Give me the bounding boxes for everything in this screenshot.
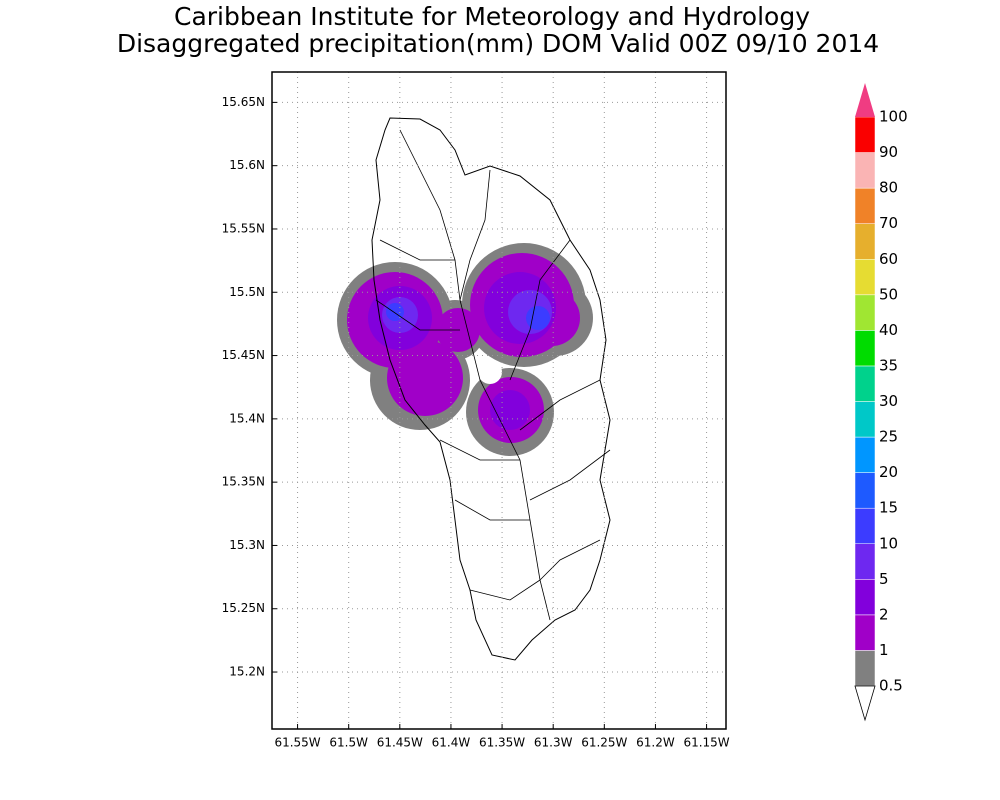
colorbar-segment <box>854 223 876 260</box>
colorbar-segment <box>854 436 876 473</box>
colorbar-label: 100 <box>879 108 908 126</box>
colorbar-segment <box>854 116 876 153</box>
y-tick-label: 15.5N <box>229 285 265 299</box>
colorbar-segment <box>854 294 876 331</box>
colorbar-label: 60 <box>879 250 898 268</box>
x-tick-label: 61.5W <box>329 736 368 750</box>
coastline <box>371 117 611 661</box>
colorbar-label: 5 <box>879 570 889 588</box>
x-tick-label: 61.4W <box>432 736 471 750</box>
colorbar-arrow-below <box>854 685 876 722</box>
x-tick-label: 61.2W <box>636 736 675 750</box>
x-tick-label: 61.35W <box>479 736 525 750</box>
colorbar-label: 80 <box>879 179 898 197</box>
y-tick-label: 15.6N <box>229 158 265 172</box>
x-tick-label: 61.3W <box>534 736 573 750</box>
colorbar-segment <box>854 507 876 544</box>
y-tick-label: 15.25N <box>222 601 265 615</box>
y-tick-label: 15.55N <box>222 221 265 235</box>
colorbar-label: 1 <box>879 641 889 659</box>
colorbar-segment <box>854 401 876 438</box>
colorbar-label: 20 <box>879 463 898 481</box>
colorbar-label: 30 <box>879 392 898 410</box>
colorbar-segment <box>854 152 876 189</box>
colorbar-label: 10 <box>879 534 898 552</box>
colorbar-label: 40 <box>879 321 898 339</box>
map-frame <box>271 71 727 730</box>
y-tick-label: 15.2N <box>229 665 265 679</box>
colorbar-segment <box>854 365 876 402</box>
colorbar-arrow-above <box>855 83 875 117</box>
rivers <box>375 129 611 621</box>
y-tick-label: 15.45N <box>222 348 265 362</box>
y-tick-label: 15.3N <box>229 538 265 552</box>
colorbar-segment <box>854 543 876 580</box>
colorbar-label: 25 <box>879 428 898 446</box>
colorbar-segment <box>854 259 876 296</box>
map <box>271 71 727 730</box>
y-tick-label: 15.35N <box>222 475 265 489</box>
x-tick-label: 61.25W <box>581 736 627 750</box>
colorbar-segment <box>854 187 876 224</box>
x-tick-label: 61.45W <box>377 736 423 750</box>
colorbar-segment <box>854 472 876 509</box>
colorbar-label: 15 <box>879 499 898 517</box>
y-tick-label: 15.65N <box>222 95 265 109</box>
colorbar-label: 35 <box>879 356 898 374</box>
colorbar-segment <box>854 650 876 687</box>
colorbar-label: 90 <box>879 143 898 161</box>
colorbar-label: 2 <box>879 605 889 623</box>
x-tick-label: 61.15W <box>683 736 729 750</box>
colorbar-segment <box>854 330 876 367</box>
y-tick-label: 15.4N <box>229 411 265 425</box>
colorbar-label: 70 <box>879 214 898 232</box>
subtitle: Disaggregated precipitation(mm) DOM Vali… <box>117 29 879 58</box>
colorbar-label: 50 <box>879 285 898 303</box>
x-tick-label: 61.55W <box>274 736 320 750</box>
title: Caribbean Institute for Meteorology and … <box>174 2 810 31</box>
colorbar-label: 0.5 <box>879 677 903 695</box>
colorbar-segment <box>854 579 876 616</box>
colorbar-segment <box>854 614 876 651</box>
